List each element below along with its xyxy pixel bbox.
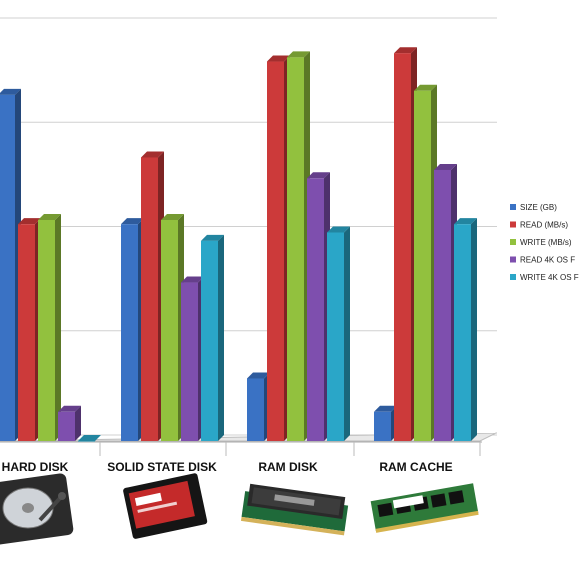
bar bbox=[247, 372, 270, 441]
legend-label: SIZE (GB) bbox=[520, 203, 557, 212]
bar-top bbox=[394, 47, 417, 54]
bar-top bbox=[58, 405, 81, 412]
bar-front bbox=[307, 178, 324, 442]
bar-front bbox=[18, 224, 35, 441]
bar-top bbox=[38, 213, 61, 220]
bar bbox=[78, 435, 101, 442]
bar-top bbox=[78, 435, 101, 441]
bar-front bbox=[141, 157, 158, 441]
bars bbox=[0, 47, 477, 442]
legend: SIZE (GB) READ (MB/s) WRITE (MB/s) READ 4K … bbox=[510, 203, 579, 282]
bar-front bbox=[181, 282, 198, 441]
bar-side bbox=[344, 226, 350, 441]
bar-top bbox=[201, 234, 224, 241]
bar bbox=[161, 213, 184, 441]
bar bbox=[454, 218, 477, 441]
bar-top bbox=[307, 172, 330, 179]
bar-front bbox=[394, 53, 411, 441]
legend-swatch bbox=[510, 256, 516, 263]
bar-front bbox=[58, 411, 75, 441]
category-label: HARD DISK bbox=[2, 460, 69, 474]
bar bbox=[58, 405, 81, 441]
bar-top bbox=[414, 84, 437, 91]
bar bbox=[201, 234, 224, 441]
bar-side bbox=[55, 213, 61, 441]
bar-front bbox=[414, 90, 431, 441]
bar-front bbox=[78, 441, 95, 442]
category-labels: HARD DISK SOLID STATE DISK RAM DISK RAM CAC… bbox=[2, 442, 481, 474]
legend-label: READ 4K OS F bbox=[520, 256, 575, 265]
legend-swatch bbox=[510, 239, 516, 245]
bar bbox=[414, 84, 437, 441]
ram-module-icon bbox=[240, 483, 349, 536]
legend-swatch bbox=[510, 274, 516, 280]
legend-swatch bbox=[510, 204, 516, 210]
bar-front bbox=[434, 169, 451, 441]
bar-front bbox=[161, 219, 178, 441]
bar-front bbox=[0, 94, 15, 441]
bar-front bbox=[374, 411, 391, 441]
bar-top bbox=[374, 405, 397, 412]
bar-front bbox=[121, 224, 138, 441]
bar-top bbox=[0, 88, 21, 95]
bar-front bbox=[247, 378, 264, 441]
bar-side bbox=[75, 405, 81, 441]
category-label: RAM DISK bbox=[258, 460, 318, 474]
bar-front bbox=[454, 224, 471, 441]
ssd-icon bbox=[123, 473, 208, 539]
bar bbox=[394, 47, 417, 441]
bar bbox=[121, 218, 144, 441]
bar bbox=[307, 172, 330, 442]
bar-side bbox=[471, 218, 477, 441]
category-label: SOLID STATE DISK bbox=[107, 460, 217, 474]
bar bbox=[374, 405, 397, 441]
bar-top bbox=[141, 151, 164, 158]
bar bbox=[434, 163, 457, 441]
hard-disk-icon bbox=[0, 473, 74, 545]
bar-side bbox=[218, 234, 224, 441]
bar bbox=[0, 88, 21, 441]
ram-stick-icon bbox=[370, 483, 479, 533]
bar-top bbox=[454, 218, 477, 225]
bar-top bbox=[327, 226, 350, 233]
bar-front bbox=[327, 232, 344, 441]
legend-label: WRITE 4K OS F bbox=[520, 273, 579, 282]
bar bbox=[267, 55, 290, 441]
bar-front bbox=[201, 240, 218, 441]
bar-front bbox=[38, 219, 55, 441]
bar-front bbox=[267, 61, 284, 441]
bar-top bbox=[267, 55, 290, 62]
bar bbox=[141, 151, 164, 441]
bar-front bbox=[287, 57, 304, 442]
bar-top bbox=[18, 218, 41, 225]
bar bbox=[38, 213, 61, 441]
bar bbox=[181, 276, 204, 441]
bar-top bbox=[121, 218, 144, 225]
legend-swatch bbox=[510, 221, 516, 228]
legend-label: READ (MB/s) bbox=[520, 221, 568, 230]
bar-top bbox=[287, 51, 310, 58]
bar bbox=[327, 226, 350, 441]
bar-top bbox=[434, 163, 457, 170]
bar-top bbox=[247, 372, 270, 379]
legend-label: WRITE (MB/s) bbox=[520, 238, 572, 247]
bar-top bbox=[181, 276, 204, 283]
category-label: RAM CACHE bbox=[379, 460, 452, 474]
bar bbox=[287, 51, 310, 442]
bar-top bbox=[161, 213, 184, 220]
bar bbox=[18, 218, 41, 441]
